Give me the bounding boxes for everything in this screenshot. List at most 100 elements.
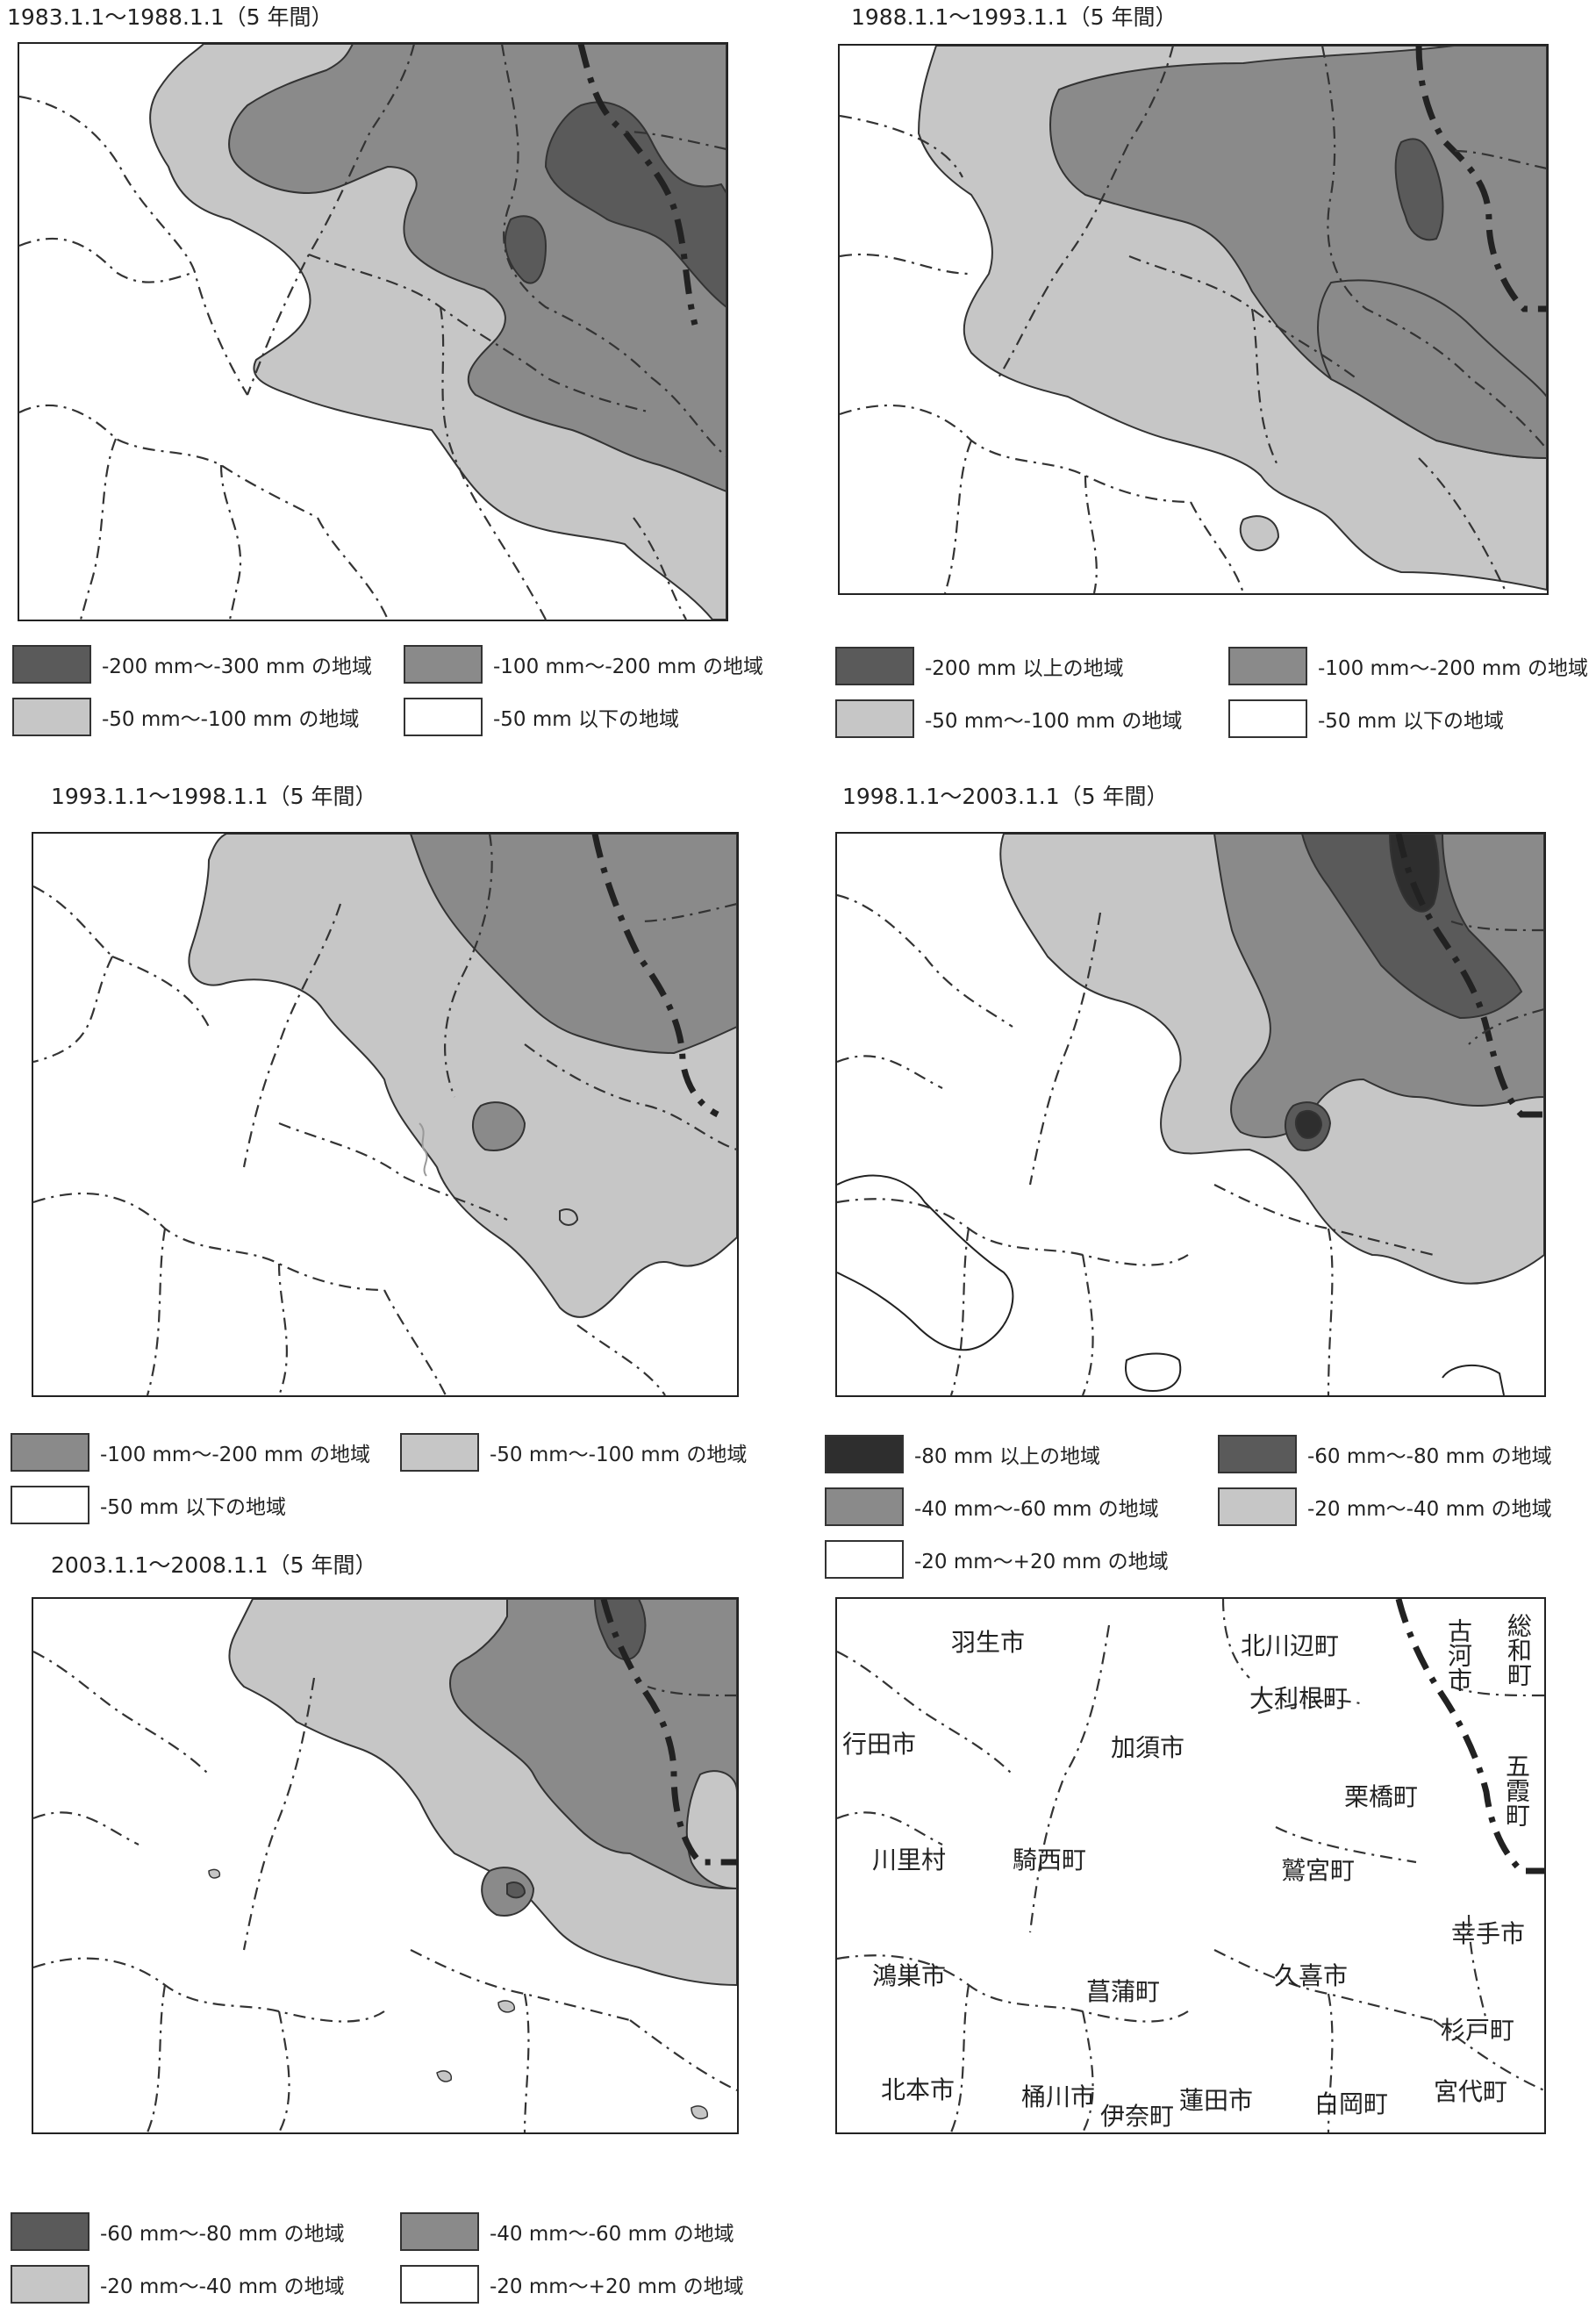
- boundary-thick: [1415, 46, 1547, 312]
- legend-item: -40 mm～-60 mm の地域: [400, 2210, 734, 2254]
- place-label: 栗橋町: [1344, 1782, 1419, 1811]
- place-label: 鴻巣市: [872, 1961, 947, 1990]
- place-label: 五霞町: [1502, 1753, 1531, 1827]
- zone-mid: [449, 1599, 737, 1889]
- legend-label: -80 mm 以上の地域: [914, 1445, 1100, 1468]
- legend-swatch: [12, 698, 91, 736]
- legend-item: -50 mm～-100 mm の地域: [835, 697, 1182, 741]
- legend-swatch: [835, 647, 914, 685]
- legend-swatch: [825, 1540, 904, 1579]
- legend-item: -20 mm～-40 mm の地域: [1218, 1485, 1552, 1529]
- zone-light-spot: [559, 1208, 579, 1226]
- boundary-thick: [1395, 1599, 1544, 1874]
- legend-swatch: [404, 645, 483, 684]
- panel-title: 1983.1.1～1988.1.1（5 年間）: [7, 4, 333, 30]
- legend-swatch: [400, 1433, 479, 1472]
- place-label: 大利根町: [1249, 1684, 1349, 1713]
- legend-item: -50 mm 以下の地域: [404, 695, 679, 739]
- legend-item: -50 mm 以下の地域: [11, 1483, 286, 1527]
- subsidence-map: [18, 42, 728, 621]
- legend-item: -20 mm～-40 mm の地域: [11, 2262, 345, 2306]
- legend-item: -200 mm 以上の地域: [835, 644, 1124, 688]
- legend-swatch: [1228, 699, 1307, 738]
- place-label: 桶川市: [1021, 2082, 1096, 2111]
- panel-title: 1988.1.1～1993.1.1（5 年間）: [851, 4, 1177, 30]
- legend-item: -20 mm～+20 mm の地域: [400, 2262, 744, 2306]
- legend-item: -40 mm～-60 mm の地域: [825, 1485, 1159, 1529]
- panel-title: 2003.1.1～2008.1.1（5 年間）: [51, 1552, 377, 1578]
- white-outline-3: [1442, 1364, 1505, 1395]
- panel-title: 1998.1.1～2003.1.1（5 年間）: [842, 784, 1169, 809]
- zone-mid-spot: [471, 1101, 526, 1151]
- zone-mid: [409, 834, 737, 1055]
- legend-item: -20 mm～+20 mm の地域: [825, 1537, 1169, 1581]
- legend-label: -50 mm～-100 mm の地域: [102, 708, 360, 731]
- legend-swatch: [400, 2265, 479, 2304]
- legend-item: -60 mm～-80 mm の地域: [1218, 1432, 1552, 1476]
- legend-label: -200 mm 以上の地域: [925, 657, 1124, 680]
- legend-swatch: [400, 2212, 479, 2251]
- legend-swatch: [11, 2265, 89, 2304]
- boundary-thick: [577, 44, 698, 326]
- legend-swatch: [825, 1487, 904, 1526]
- zone-light-spot-4: [691, 2105, 708, 2119]
- legend-label: -60 mm～-80 mm の地域: [100, 2223, 345, 2246]
- zone-light-spot-2: [497, 2000, 515, 2013]
- legend-swatch: [825, 1435, 904, 1473]
- legend-label: -40 mm～-60 mm の地域: [914, 1498, 1159, 1521]
- legend-label: -100 mm～-200 mm の地域: [493, 656, 763, 678]
- subsidence-map: [32, 832, 739, 1397]
- legend-item: -80 mm 以上の地域: [825, 1432, 1100, 1476]
- place-label: 伊奈町: [1100, 2102, 1175, 2131]
- legend-label: -60 mm～-80 mm の地域: [1307, 1445, 1552, 1468]
- place-label: 古河市: [1444, 1618, 1473, 1692]
- legend-item: -100 mm～-200 mm の地域: [404, 642, 763, 686]
- legend-swatch: [1218, 1487, 1297, 1526]
- legend-swatch: [12, 645, 91, 684]
- place-label: 杉戸町: [1441, 2016, 1515, 2045]
- place-label: 総和町: [1504, 1613, 1533, 1687]
- legend-item: -50 mm 以下の地域: [1228, 697, 1504, 741]
- legend-swatch: [11, 1433, 89, 1472]
- subsidence-map: [838, 44, 1549, 595]
- squiggle-line: [419, 1122, 428, 1177]
- zone-light-spot-1: [208, 1868, 221, 1879]
- legend-label: -20 mm～+20 mm の地域: [490, 2275, 744, 2298]
- legend-label: -50 mm～-100 mm の地域: [925, 710, 1183, 733]
- legend-swatch: [1218, 1435, 1297, 1473]
- legend-label: -200 mm～-300 mm の地域: [102, 656, 372, 678]
- boundary-thick: [1395, 834, 1544, 1118]
- panel-title: 1993.1.1～1998.1.1（5 年間）: [51, 784, 377, 809]
- zone-mid: [1213, 834, 1544, 1138]
- legend-label: -100 mm～-200 mm の地域: [1318, 657, 1588, 680]
- legend-swatch: [11, 2212, 89, 2251]
- legend-label: -50 mm 以下の地域: [1318, 710, 1504, 733]
- legend-label: -20 mm～+20 mm の地域: [914, 1551, 1169, 1573]
- legend-label: -40 mm～-60 mm の地域: [490, 2223, 734, 2246]
- legend-item: -60 mm～-80 mm の地域: [11, 2210, 345, 2254]
- place-label: 幸手市: [1451, 1919, 1526, 1948]
- legend-label: -20 mm～-40 mm の地域: [100, 2275, 345, 2298]
- white-outline-2: [1125, 1352, 1182, 1393]
- legend-label: -50 mm～-100 mm の地域: [490, 1444, 748, 1466]
- subsidence-map: [835, 832, 1546, 1397]
- zone-mid-inner: [1317, 279, 1547, 460]
- place-label: 加須市: [1111, 1733, 1185, 1762]
- legend-swatch: [835, 699, 914, 738]
- place-label: 北川辺町: [1241, 1631, 1340, 1660]
- place-label: 川里村: [872, 1845, 947, 1874]
- place-label: 菖蒲町: [1086, 1977, 1161, 2006]
- place-label: 宮代町: [1434, 2077, 1508, 2106]
- boundary-thick: [600, 1599, 737, 1866]
- place-label: 鷲宮町: [1281, 1856, 1356, 1885]
- legend-item: -50 mm～-100 mm の地域: [400, 1430, 747, 1474]
- subsidence-map: [32, 1597, 739, 2134]
- legend-item: -50 mm～-100 mm の地域: [12, 695, 359, 739]
- place-label: 騎西町: [1013, 1845, 1087, 1874]
- place-label: 久喜市: [1274, 1961, 1349, 1990]
- white-outline: [837, 1174, 1014, 1351]
- boundary-thick: [591, 834, 719, 1118]
- zone-dark: [1394, 138, 1444, 241]
- legend-item: -200 mm～-300 mm の地域: [12, 642, 372, 686]
- place-label: 蓮田市: [1179, 2086, 1254, 2115]
